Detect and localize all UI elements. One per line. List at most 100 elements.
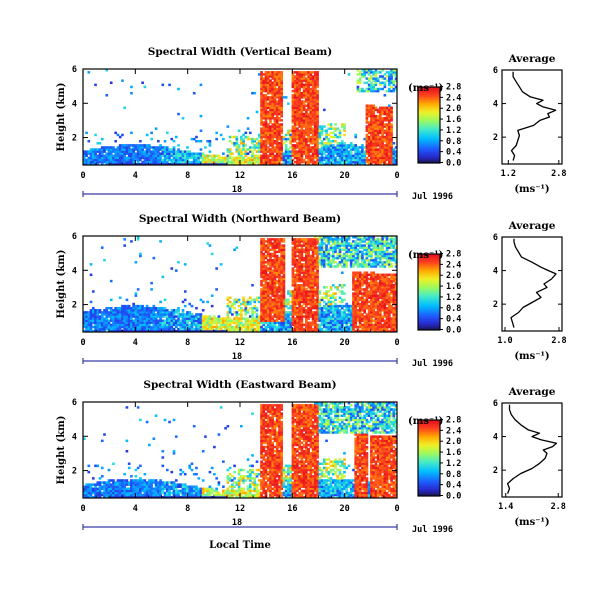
heatmap-cell [163, 309, 167, 312]
heatmap-cell [307, 148, 310, 151]
heatmap-cell [379, 121, 382, 124]
heatmap-cell [139, 323, 142, 327]
heatmap-cell [307, 158, 310, 162]
heatmap-cell [226, 315, 230, 318]
heatmap-cell [208, 327, 212, 331]
heatmap-cell [367, 144, 371, 147]
heatmap-cell [231, 304, 234, 308]
heatmap-cell [134, 261, 138, 264]
heatmap-cell [157, 319, 160, 322]
heatmap-cell [338, 317, 342, 320]
heatmap-cell [300, 321, 304, 325]
heatmap-cell [141, 156, 144, 160]
heatmap-cell [298, 85, 301, 89]
heatmap-cell [376, 162, 380, 166]
date-label: Jul 1996 [412, 192, 453, 202]
heatmap-cell [253, 300, 257, 304]
heatmap-cell [293, 104, 297, 107]
heatmap-cell [311, 79, 315, 82]
heatmap-cell [287, 319, 290, 322]
heatmap-cell [280, 71, 284, 74]
heatmap-cell [343, 317, 346, 320]
heatmap-cell [240, 325, 243, 329]
heatmap-cell [190, 327, 194, 331]
heatmap-cell [354, 311, 358, 314]
heatmap-cell [296, 284, 299, 287]
heatmap-cell [329, 240, 333, 243]
heatmap-cell [100, 323, 104, 327]
heatmap-cell [327, 329, 331, 333]
heatmap-cell [271, 288, 275, 291]
heatmap-cell [260, 273, 263, 277]
heatmap-cell [98, 150, 102, 153]
heatmap-cell [109, 309, 113, 312]
heatmap-cell [356, 317, 360, 320]
heatmap-cell [282, 160, 286, 164]
heatmap-cell [287, 131, 290, 135]
heatmap-cell [136, 319, 140, 322]
heatmap-cell [260, 79, 263, 82]
heatmap-cell [296, 112, 299, 116]
heatmap-cell [291, 248, 295, 252]
heatmap-cell [305, 292, 308, 295]
heatmap-cell [392, 89, 396, 93]
heatmap-cell [271, 108, 275, 112]
heatmap-cell [305, 309, 308, 312]
heatmap-cell [91, 156, 95, 160]
heatmap-cell [240, 311, 243, 314]
heatmap-cell [237, 319, 241, 322]
heatmap-cell [96, 142, 100, 145]
heatmap-cell [148, 306, 151, 310]
heatmap-cell [264, 135, 268, 139]
heatmap-cell [271, 329, 275, 333]
heatmap-cells [83, 69, 398, 166]
heatmap-cell [186, 315, 189, 318]
heatmap-cell [217, 315, 221, 318]
heatmap-cell [298, 146, 301, 149]
heatmap-cell [159, 148, 162, 151]
heatmap-cell [148, 323, 151, 327]
heatmap-cell [264, 265, 268, 268]
heatmap-cell [161, 152, 165, 155]
heatmap-cell [280, 77, 284, 80]
heatmap-cell [361, 315, 364, 318]
heatmap-cell [361, 329, 364, 333]
heatmap-cell [314, 315, 317, 318]
heatmap-cell [365, 144, 369, 147]
heatmap-cell [257, 146, 261, 149]
heatmap-cell [262, 273, 266, 277]
heatmap-cell [248, 319, 252, 322]
heatmap-cell [331, 156, 335, 160]
heatmap-cell [300, 313, 304, 316]
heatmap-cell [336, 160, 340, 164]
heatmap-cell [358, 315, 362, 318]
heatmap-cell [266, 250, 270, 254]
heatmap-cell [367, 71, 371, 74]
heatmap-cell [305, 327, 308, 331]
heatmap-cell [262, 286, 266, 289]
heatmap-cell [314, 148, 317, 151]
heatmap-cell [293, 273, 297, 277]
heatmap-cell [269, 329, 272, 333]
heatmap-cell [309, 154, 313, 158]
heatmap-cell [361, 69, 364, 72]
heatmap-cell [269, 110, 272, 114]
heatmap-cell [240, 309, 243, 312]
heatmap-cell [284, 139, 288, 143]
heatmap-cell [356, 89, 360, 93]
heatmap-cell [251, 319, 254, 322]
heatmap-cell [352, 281, 355, 285]
heatmap-cell [170, 323, 174, 327]
heatmap-cell [327, 294, 331, 297]
heatmap-cell [266, 275, 270, 279]
heatmap-cell [302, 323, 306, 327]
heatmap-cell [271, 87, 275, 91]
heatmap-cell [197, 162, 201, 166]
heatmap-cell [87, 329, 91, 333]
heatmap-cell [354, 236, 358, 239]
heatmap-cell [273, 129, 277, 133]
heatmap-cell [244, 131, 248, 135]
heatmap-cell [132, 319, 135, 322]
heatmap-cell [112, 146, 115, 149]
heatmap-cell [352, 248, 355, 252]
